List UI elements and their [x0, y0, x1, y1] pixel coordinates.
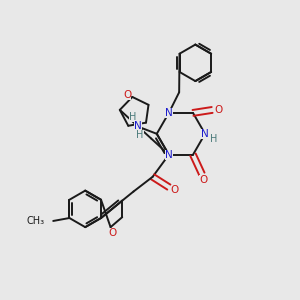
Text: N: N: [165, 150, 173, 160]
Text: H: H: [136, 130, 144, 140]
Text: H: H: [129, 112, 136, 122]
Text: O: O: [214, 105, 223, 115]
Text: O: O: [109, 228, 117, 238]
Text: N: N: [165, 108, 173, 118]
Text: N: N: [134, 122, 142, 131]
Text: O: O: [199, 175, 207, 185]
Text: O: O: [171, 185, 179, 195]
Text: N: N: [201, 129, 209, 139]
Text: O: O: [123, 91, 131, 100]
Text: CH₃: CH₃: [27, 216, 45, 226]
Text: H: H: [210, 134, 217, 144]
